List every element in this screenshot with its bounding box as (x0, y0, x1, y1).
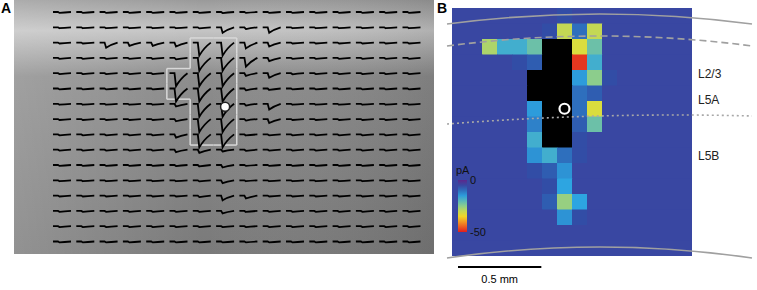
svg-text:0: 0 (470, 174, 476, 186)
svg-text:L5B: L5B (698, 149, 719, 163)
svg-text:0.5 mm: 0.5 mm (481, 273, 518, 285)
svg-text:pA: pA (456, 164, 470, 176)
svg-text:B: B (437, 0, 447, 16)
svg-text:A: A (1, 0, 11, 16)
svg-text:-50: -50 (470, 226, 486, 238)
svg-text:L5A: L5A (698, 93, 719, 107)
svg-text:L2/3: L2/3 (698, 67, 722, 81)
